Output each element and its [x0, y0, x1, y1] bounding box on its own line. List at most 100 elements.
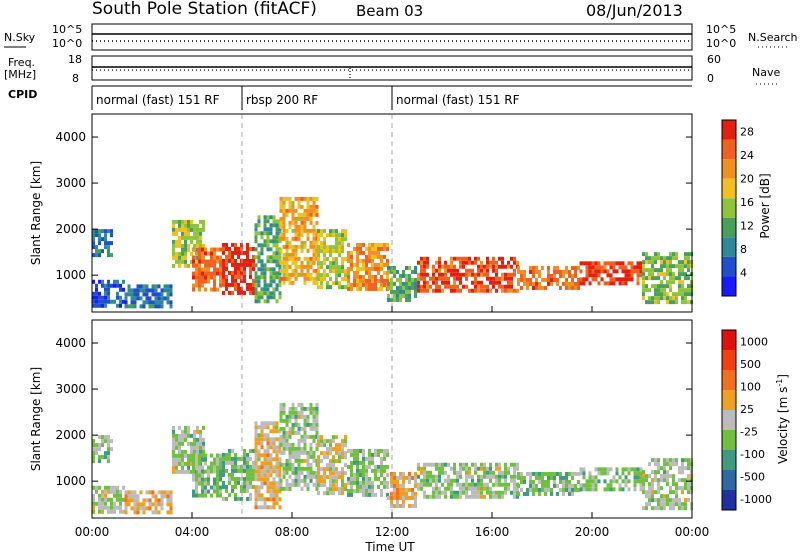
- data-cell: [550, 281, 553, 286]
- data-cell: [320, 229, 323, 234]
- data-cell: [279, 438, 283, 443]
- data-cell: [257, 255, 261, 260]
- data-cell: [263, 227, 267, 232]
- data-cell: [341, 241, 344, 246]
- data-cell: [669, 498, 672, 503]
- beam-label: Beam 03: [356, 2, 423, 20]
- data-cell: [272, 497, 276, 502]
- data-cell: [95, 443, 98, 448]
- data-cell: [577, 471, 580, 476]
- data-cell: [329, 261, 332, 266]
- data-cell: [362, 464, 365, 469]
- data-cell: [447, 482, 450, 487]
- data-cell: [127, 292, 131, 297]
- data-cell: [323, 475, 326, 480]
- data-cell: [317, 269, 320, 274]
- data-cell: [175, 433, 178, 438]
- data-cell: [338, 273, 341, 278]
- data-cell: [432, 486, 435, 491]
- data-cell: [101, 435, 104, 440]
- data-cell: [320, 285, 323, 290]
- nave-label: Nave: [752, 66, 780, 79]
- data-cell: [145, 490, 149, 495]
- data-cell: [272, 485, 276, 490]
- data-cell: [341, 447, 344, 452]
- data-cell: [297, 474, 301, 479]
- data-cell: [597, 479, 601, 484]
- data-cell: [279, 418, 283, 423]
- data-cell: [172, 453, 175, 458]
- data-cell: [669, 256, 672, 261]
- data-cell: [513, 494, 516, 499]
- data-cell: [432, 288, 435, 293]
- data-cell: [362, 460, 365, 465]
- data-cell: [396, 475, 399, 480]
- data-cell: [459, 494, 462, 499]
- data-cell: [294, 414, 298, 419]
- data-cell: [207, 275, 210, 280]
- data-cell: [669, 506, 672, 511]
- data-cell: [122, 497, 125, 502]
- data-cell: [204, 259, 207, 264]
- data-cell: [414, 471, 417, 476]
- data-cell: [414, 475, 417, 480]
- data-cell: [320, 459, 323, 464]
- data-cell: [678, 260, 681, 265]
- data-cell: [207, 481, 210, 486]
- data-cell: [438, 478, 441, 483]
- data-cell: [660, 466, 663, 471]
- data-cell: [447, 268, 450, 273]
- data-cell: [279, 224, 283, 229]
- data-cell: [213, 271, 216, 276]
- data-cell: [535, 487, 538, 492]
- data-cell: [184, 235, 187, 240]
- data-cell: [101, 237, 104, 242]
- data-cell: [594, 483, 598, 488]
- data-cell: [184, 433, 187, 438]
- data-cell: [365, 488, 368, 493]
- data-cell: [423, 256, 426, 261]
- data-cell: [565, 281, 568, 286]
- data-cell: [483, 494, 486, 499]
- data-cell: [113, 283, 116, 288]
- data-cell: [257, 489, 261, 494]
- data-cell: [414, 293, 417, 298]
- data-cell: [291, 426, 295, 431]
- data-cell: [278, 429, 282, 434]
- data-cell: [282, 430, 286, 435]
- data-cell: [359, 480, 362, 485]
- data-cell: [501, 490, 504, 495]
- data-cell: [371, 258, 374, 263]
- data-cell: [219, 461, 222, 466]
- data-cell: [101, 489, 104, 494]
- data-cell: [169, 300, 173, 305]
- data-cell: [675, 502, 678, 507]
- data-cell: [585, 261, 589, 266]
- data-cell: [426, 260, 429, 265]
- data-cell: [317, 277, 320, 282]
- data-cell: [577, 277, 580, 282]
- data-cell: [249, 262, 252, 267]
- data-cell: [675, 292, 678, 297]
- data-cell: [148, 304, 152, 309]
- data-cell: [517, 269, 520, 274]
- data-cell: [660, 494, 663, 499]
- data-cell: [252, 468, 255, 473]
- data-cell: [651, 470, 654, 475]
- data-cell: [520, 269, 523, 274]
- data-cell: [468, 466, 471, 471]
- data-cell: [163, 490, 167, 495]
- data-cell: [228, 254, 231, 259]
- data-cell: [181, 255, 184, 260]
- data-cell: [438, 264, 441, 269]
- data-cell: [636, 261, 640, 266]
- data-cell: [306, 466, 310, 471]
- data-cell: [606, 471, 610, 476]
- data-cell: [124, 510, 128, 515]
- data-cell: [657, 296, 660, 301]
- data-cell: [663, 292, 666, 297]
- data-cell: [272, 481, 276, 486]
- data-cell: [231, 456, 234, 461]
